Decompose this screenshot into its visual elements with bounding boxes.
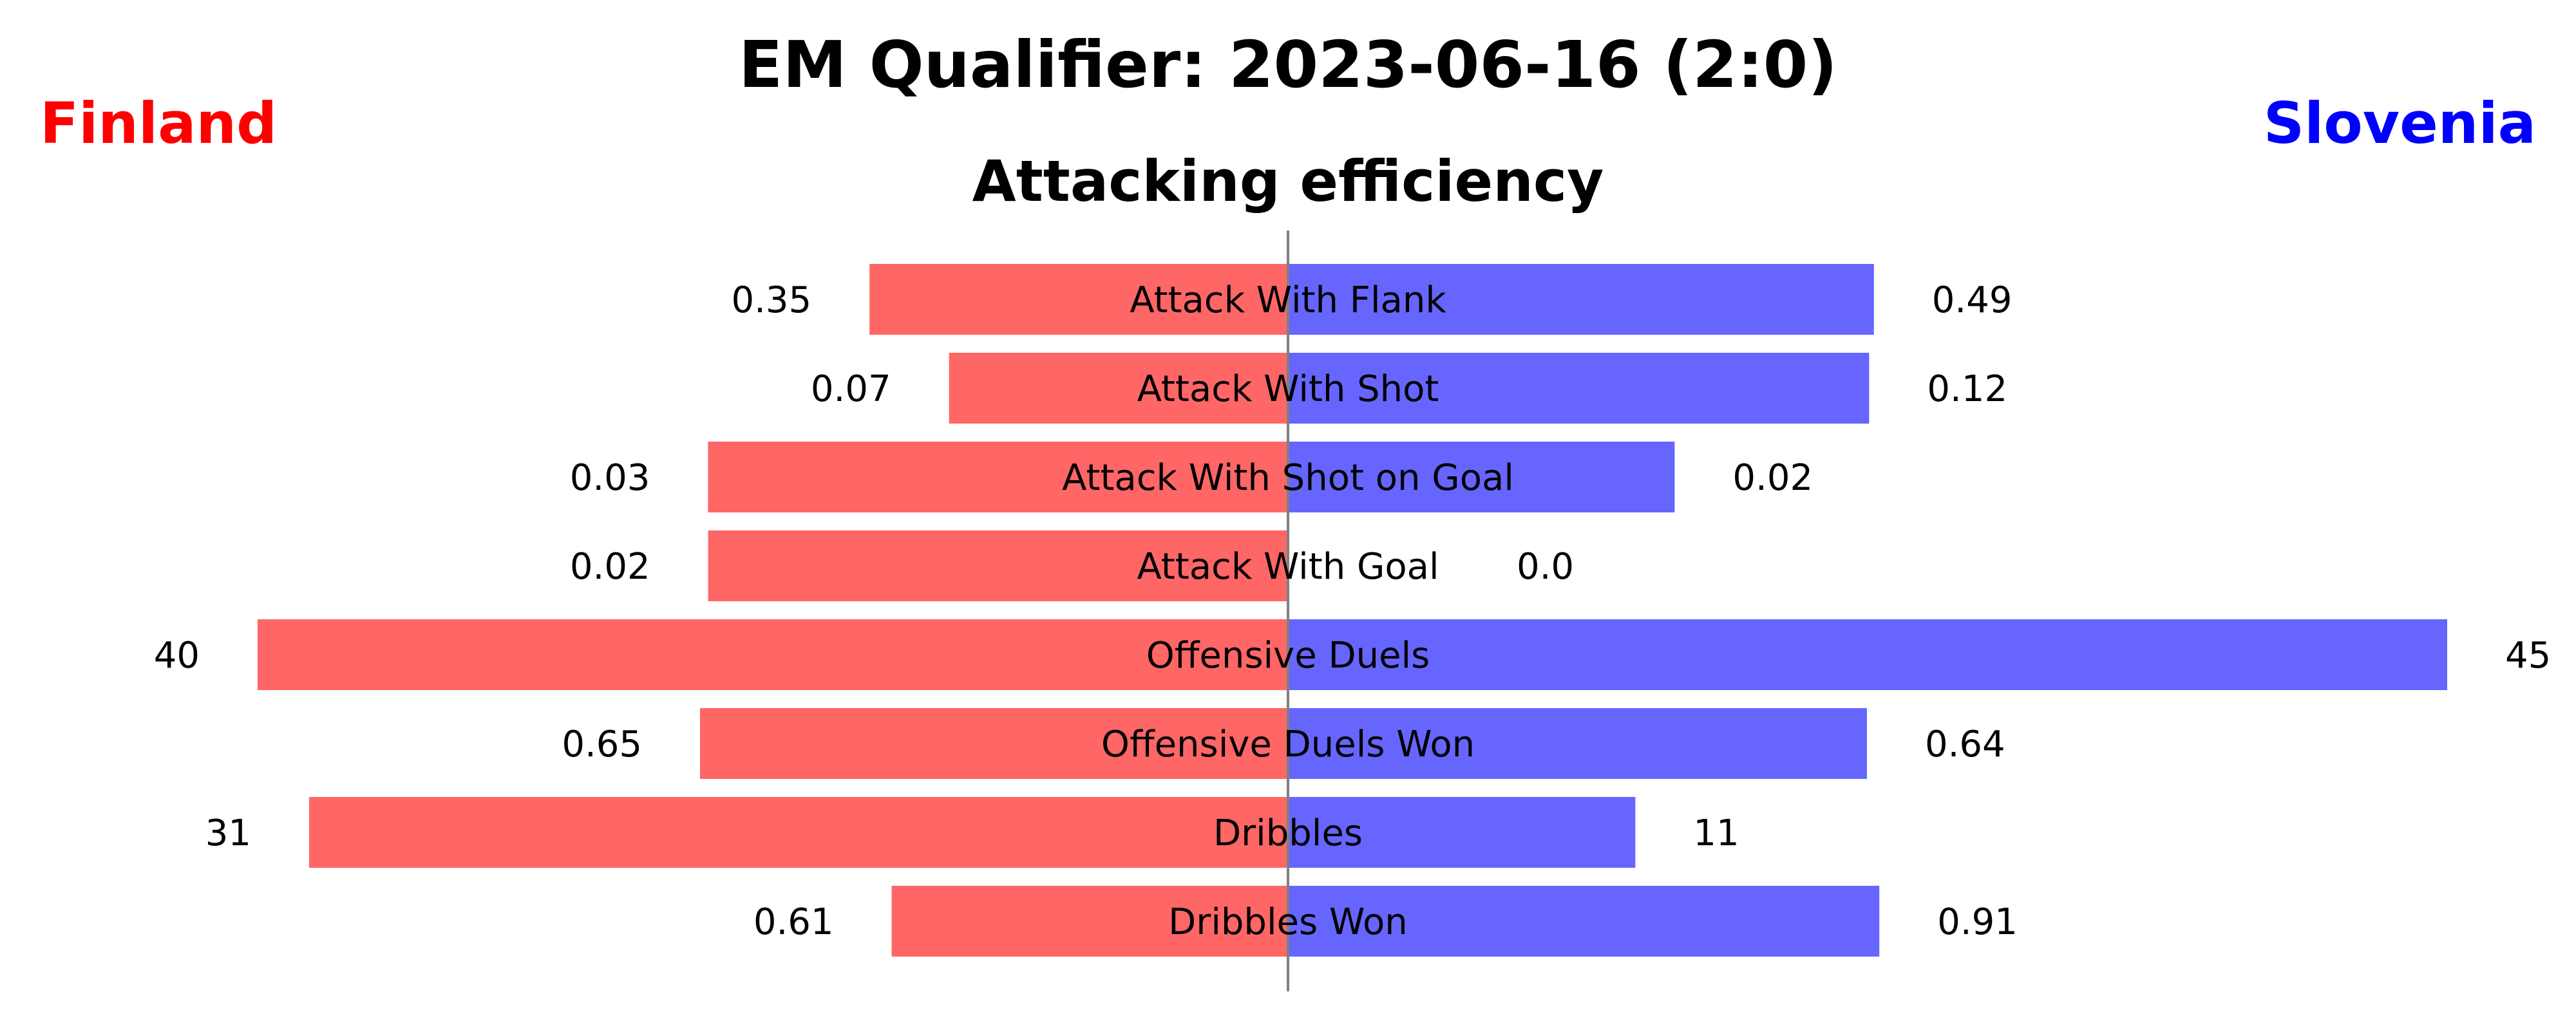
value-label-right-1: 0.12 bbox=[1927, 368, 2007, 410]
bar-right-1 bbox=[1288, 353, 1870, 424]
category-label-5: Offensive Duels Won bbox=[1101, 724, 1475, 765]
bar-left-2 bbox=[708, 442, 1288, 512]
value-label-left-2: 0.03 bbox=[570, 457, 650, 499]
value-label-right-7: 0.91 bbox=[1937, 901, 2018, 943]
value-label-right-6: 11 bbox=[1693, 812, 1739, 854]
team-name-right: Slovenia bbox=[2264, 90, 2536, 156]
value-label-left-7: 0.61 bbox=[753, 901, 834, 943]
value-label-right-2: 0.02 bbox=[1732, 457, 1813, 499]
bar-left-6 bbox=[309, 797, 1288, 868]
bar-right-5 bbox=[1288, 708, 1867, 779]
value-label-right-4: 45 bbox=[2505, 635, 2551, 677]
value-label-left-5: 0.65 bbox=[562, 724, 642, 765]
category-label-3: Attack With Goal bbox=[1137, 546, 1439, 588]
bar-left-0 bbox=[869, 264, 1288, 335]
team-name-left: Finland bbox=[40, 90, 277, 156]
bar-left-4 bbox=[258, 619, 1288, 690]
value-label-left-0: 0.35 bbox=[731, 279, 811, 321]
value-label-left-6: 31 bbox=[205, 812, 251, 854]
category-label-4: Offensive Duels bbox=[1146, 635, 1430, 677]
chart-title: EM Qualifier: 2023-06-16 (2:0) bbox=[739, 27, 1837, 102]
bar-right-2 bbox=[1288, 442, 1675, 512]
value-label-right-5: 0.64 bbox=[1925, 724, 2005, 765]
chart-subtitle: Attacking efficiency bbox=[972, 148, 1604, 214]
bar-left-5 bbox=[700, 708, 1288, 779]
category-label-7: Dribbles Won bbox=[1168, 901, 1408, 943]
category-label-0: Attack With Flank bbox=[1130, 279, 1446, 321]
value-label-right-3: 0.0 bbox=[1517, 546, 1574, 588]
value-label-left-1: 0.07 bbox=[811, 368, 891, 410]
labels-group: Attack With Flank 0.35 0.49 Attack With Sho… bbox=[154, 279, 2552, 943]
category-label-2: Attack With Shot on Goal bbox=[1062, 457, 1514, 499]
bars-group bbox=[258, 264, 2447, 957]
value-label-left-4: 40 bbox=[154, 635, 200, 677]
bar-left-7 bbox=[891, 886, 1288, 957]
bar-right-0 bbox=[1288, 264, 1874, 335]
bar-left-3 bbox=[708, 530, 1288, 601]
bar-left-1 bbox=[949, 353, 1288, 424]
value-label-left-3: 0.02 bbox=[570, 546, 650, 588]
bar-right-6 bbox=[1288, 797, 1636, 868]
category-label-6: Dribbles bbox=[1213, 812, 1363, 854]
value-label-right-0: 0.49 bbox=[1932, 279, 2012, 321]
category-label-1: Attack With Shot bbox=[1137, 368, 1439, 410]
bar-right-7 bbox=[1288, 886, 1880, 957]
bar-right-4 bbox=[1288, 619, 2447, 690]
